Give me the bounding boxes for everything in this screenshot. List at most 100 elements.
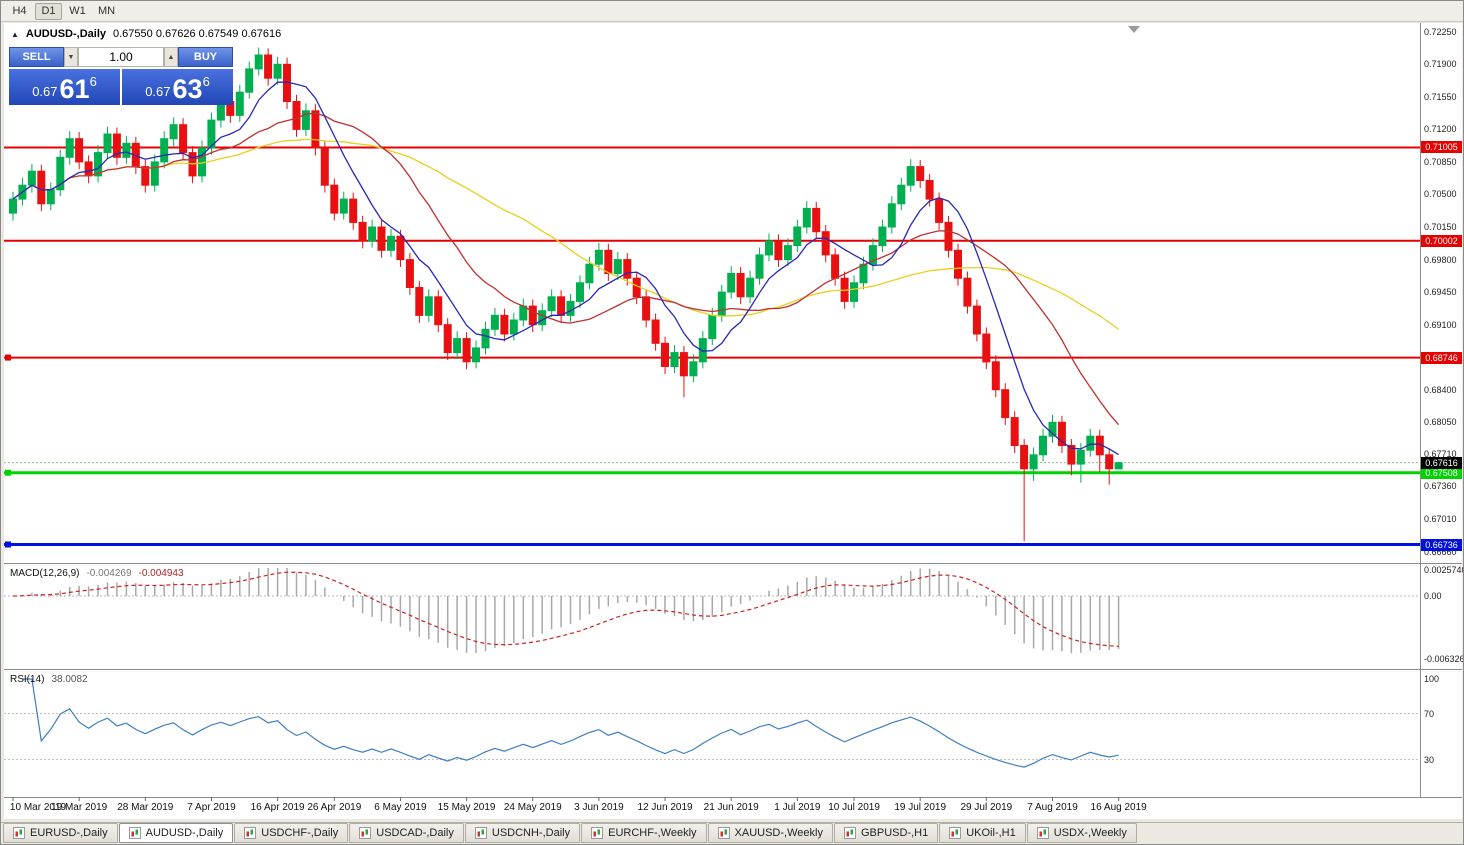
candlestick-chart-icon (128, 827, 141, 839)
price-line-tag: 0.67508 (1421, 466, 1462, 479)
axis-tick-label: 0.69800 (1424, 254, 1457, 265)
candlestick-chart-icon (13, 827, 25, 839)
sell-price-main: 61 (59, 74, 90, 104)
horizontal-lines (4, 146, 1420, 548)
axis-tick-label: 0.69100 (1424, 319, 1457, 330)
axis-tick-label: 0.68050 (1424, 417, 1457, 428)
toolbar: H4 D1 W1 MN (1, 1, 1463, 22)
trade-prices-row: 0.67 61 6 0.67 63 6 (9, 69, 233, 105)
one-click-trading-panel: SELL ▼ 1.00 ▲ BUY 0.67 61 6 0.67 63 6 (9, 47, 233, 105)
candlestick-chart-icon (359, 827, 372, 839)
axis-tick-label: 0.67010 (1424, 514, 1457, 525)
date-axis-label: 29 Jul 2019 (960, 802, 1013, 813)
rsi-name: RSI(14) (10, 674, 45, 685)
candlestick-chart-icon (1036, 827, 1049, 839)
date-axis-label: 7 Apr 2019 (187, 802, 236, 813)
macd-main-value: -0.004269 (86, 568, 132, 579)
axis-tick-label: 70 (1424, 708, 1435, 719)
chart-tab-usdchf-daily[interactable]: USDCHF-,Daily (234, 823, 349, 843)
macd-indicator (4, 568, 1420, 654)
date-axis-label: 24 May 2019 (503, 802, 562, 813)
buy-price-display[interactable]: 0.67 63 6 (122, 69, 233, 105)
main-chart-canvas[interactable] (4, 23, 1462, 819)
chart-tab-eurchf-weekly[interactable]: EURCHF-,Weekly (581, 823, 707, 843)
chart-tab-ukoil-h1[interactable]: UKOil-,H1 (939, 823, 1026, 843)
collapse-panel-icon[interactable]: ▲ (11, 29, 19, 39)
price-axis[interactable]: 0.72250 0.71900 0.71550 0.71200 0.70850 0.705… (1420, 23, 1463, 819)
candlestick-chart-icon (717, 827, 730, 839)
price-line-tag: 0.70002 (1421, 234, 1462, 247)
price-line-tag: 0.66736 (1421, 538, 1462, 551)
chart-tabs-bar: EURUSD-,Daily AUDUSD-,Daily USDCHF-,Daily U… (1, 822, 1463, 844)
chart-title-ohlc: 0.67550 0.67626 0.67549 0.67616 (113, 28, 282, 40)
chart-tab-gbpusd-h1[interactable]: GBPUSD-,H1 (833, 823, 939, 843)
chart-background (4, 23, 1462, 819)
date-axis-label: 6 May 2019 (374, 802, 427, 813)
candlestick-chart-icon (949, 827, 962, 839)
macd-name: MACD(12,26,9) (10, 568, 80, 579)
chart-title-symbol: AUDUSD-,Daily (25, 28, 106, 40)
buy-price-prefix: 0.67 (145, 84, 171, 99)
candlestick-chart-icon (591, 827, 604, 839)
chart-tab-label: UKOil-,H1 (966, 827, 1016, 839)
date-axis-label: 12 Jun 2019 (637, 802, 693, 813)
chart-tab-usdx-weekly[interactable]: USDX-,Weekly (1026, 823, 1137, 843)
date-axis-label: 19 Mar 2019 (51, 802, 108, 813)
axis-tick-label: 0.72250 (1424, 26, 1457, 37)
price-line-tag: 0.71005 (1421, 141, 1462, 154)
date-axis-label: 21 Jun 2019 (703, 802, 759, 813)
axis-tick-label: 0.70500 (1424, 189, 1457, 200)
timeframe-buttons: H4 D1 W1 MN (6, 2, 120, 20)
candlesticks (9, 47, 1123, 542)
chart-tab-usdcnh-daily[interactable]: USDCNH-,Daily (464, 823, 581, 843)
date-axis-label: 19 Jul 2019 (894, 802, 947, 813)
trade-controls-row: SELL ▼ 1.00 ▲ BUY (9, 47, 233, 67)
volume-decrease-button[interactable]: ▼ (64, 47, 78, 67)
rsi-value: 38.0082 (51, 674, 88, 685)
buy-button[interactable]: BUY (178, 47, 233, 67)
candlestick-chart-icon (843, 827, 856, 839)
axis-tick-label: 0.00 (1424, 591, 1442, 601)
axis-tick-label: 0.70850 (1424, 156, 1457, 167)
chart-tab-usdcad-daily[interactable]: USDCAD-,Daily (349, 823, 464, 843)
date-axis-label: 26 Apr 2019 (307, 802, 362, 813)
sell-price-prefix: 0.67 (32, 84, 58, 99)
time-axis[interactable]: 10 Mar 2019 19 Mar 2019 28 Mar 2019 7 Apr 2… (4, 799, 1420, 817)
volume-input[interactable]: 1.00 (78, 47, 164, 67)
chart-title: ▲ AUDUSD-,Daily 0.67550 0.67626 0.67549 … (11, 28, 281, 40)
chart-tab-label: EURCHF-,Weekly (608, 827, 697, 839)
buy-price-fraction: 6 (202, 74, 210, 89)
date-axis-label: 10 Mar 2019 (9, 802, 67, 813)
axis-tick-label: 0.69450 (1424, 287, 1457, 298)
axis-tick-label: 0.71550 (1424, 91, 1457, 102)
chart-tab-audusd-daily[interactable]: AUDUSD-,Daily (118, 823, 234, 843)
date-axis-label: 16 Aug 2019 (1090, 802, 1147, 813)
chart-tab-label: USDCAD-,Daily (376, 827, 454, 839)
price-line-tag: 0.68746 (1421, 351, 1462, 364)
chart-tab-label: GBPUSD-,H1 (860, 827, 929, 839)
axis-tick-label: 100 (1424, 674, 1440, 684)
sell-price-fraction: 6 (89, 74, 97, 89)
macd-signal-value: -0.004943 (138, 568, 184, 579)
chart-shift-icon[interactable] (1128, 26, 1140, 33)
date-ticks (12, 797, 1120, 801)
chart-tab-xauusd-weekly[interactable]: XAUUSD-,Weekly (707, 823, 833, 843)
rsi-indicator (4, 678, 1420, 768)
candlestick-chart-icon (474, 827, 487, 839)
sell-button[interactable]: SELL (9, 47, 64, 67)
date-axis-label: 3 Jun 2019 (574, 802, 624, 813)
date-axis-label: 28 Mar 2019 (117, 802, 174, 813)
timeframe-button-mn[interactable]: MN (97, 5, 116, 17)
volume-increase-button[interactable]: ▲ (164, 47, 178, 67)
date-axis-label: 16 Apr 2019 (250, 802, 305, 813)
timeframe-button-d1[interactable]: D1 (35, 2, 62, 20)
buy-price-main: 63 (172, 74, 203, 104)
date-axis-label: 7 Aug 2019 (1027, 802, 1078, 813)
timeframe-button-h4[interactable]: H4 (12, 5, 27, 17)
sell-price-display[interactable]: 0.67 61 6 (9, 69, 120, 105)
chart-tab-eurusd-daily[interactable]: EURUSD-,Daily (3, 823, 118, 843)
chart-tab-label: USDX-,Weekly (1053, 827, 1127, 839)
chart-tab-label: XAUUSD-,Weekly (734, 827, 823, 839)
timeframe-button-w1[interactable]: W1 (69, 5, 86, 17)
